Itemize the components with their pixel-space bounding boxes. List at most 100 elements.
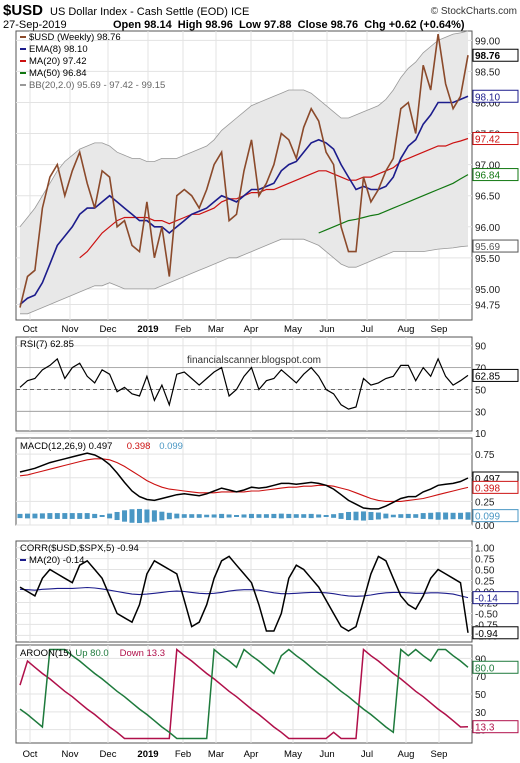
y-tick-label: 98.00: [475, 98, 500, 109]
macd-histogram-bar: [84, 513, 90, 519]
date-label: 27-Sep-2019: [3, 19, 67, 31]
x-axis-month-label: 2019: [137, 324, 158, 335]
y-tick-label: 97.00: [475, 161, 500, 172]
stockcharts-watermark: © StockCharts.com: [431, 6, 517, 17]
macd-histogram-bar: [129, 509, 135, 523]
macd-histogram-bar: [144, 509, 150, 523]
macd-histogram-bar: [360, 511, 366, 521]
corr-ma-line: [19, 586, 469, 599]
y-tick-label: 50: [475, 385, 487, 396]
aroon-down-line: [19, 647, 469, 740]
value-tag-box: [472, 132, 519, 146]
macd-histogram-bar: [47, 513, 53, 519]
value-tag-box: [472, 591, 519, 605]
x-axis-month-label: Aug: [398, 324, 415, 335]
y-tick-label: 0.50: [475, 566, 495, 577]
value-tag-box: [472, 368, 519, 382]
rsi-line: [19, 357, 469, 410]
x-axis-month-label: May: [284, 749, 302, 760]
y-tick-label: 95.00: [475, 285, 500, 296]
site-watermark: financialscanner.blogspot.com: [187, 355, 321, 366]
macd-histogram-bar: [443, 512, 449, 520]
macd-histogram-bar: [241, 514, 247, 518]
aroon-up-line: [19, 648, 469, 740]
y-tick-label: 0.25: [475, 497, 495, 508]
x-axis-month-label: Feb: [175, 749, 191, 760]
panel-0: 99.0098.5098.0097.5097.0096.5096.0095.50…: [15, 30, 519, 335]
price-line: [19, 33, 469, 308]
y-tick-label: 1.00: [475, 544, 495, 555]
y-tick-label: 0.75: [475, 555, 495, 566]
macd-histogram-bar: [338, 513, 344, 519]
bollinger-lower-line: [20, 238, 469, 315]
macd-histogram-bar: [398, 514, 404, 518]
macd-histogram-bar: [17, 513, 23, 519]
macd-histogram-bar: [465, 512, 471, 520]
macd-histogram-bar: [166, 512, 172, 520]
x-axis-month-label: Nov: [62, 324, 79, 335]
macd-histogram-bar: [316, 514, 322, 518]
legend-item: BB(20,2.0) 95.69 - 97.42 - 99.15: [29, 80, 165, 91]
macd-histogram-bar: [346, 511, 352, 521]
panel-3: 1.000.750.500.250.00-0.25-0.50-0.75-1.00…: [15, 540, 519, 643]
macd-histogram-bar: [189, 514, 195, 518]
macd-histogram-bar: [308, 513, 314, 519]
macd-histogram-bar: [286, 513, 292, 519]
legend-item: MA(20) 97.42: [29, 56, 87, 67]
y-tick-label: -0.75: [475, 620, 498, 631]
macd-signal-line: [19, 458, 469, 502]
macd-histogram-bar: [226, 514, 232, 518]
macd-histogram-bar: [39, 513, 45, 519]
panel-frame: [15, 437, 473, 526]
y-tick-label: 90: [475, 654, 487, 665]
macd-histogram-bar: [450, 512, 456, 520]
legend-item: MA(50) 96.84: [29, 68, 87, 79]
macd-histogram-bar: [428, 512, 434, 520]
legend-item: 0.099: [159, 441, 183, 452]
macd-histogram-bar: [458, 512, 464, 520]
value-tag: 97.42: [475, 135, 500, 146]
bollinger-upper-line: [19, 30, 469, 228]
x-axis-month-label: Sep: [431, 749, 448, 760]
value-tag-box: [472, 239, 519, 253]
macd-histogram-bar: [323, 515, 329, 517]
y-tick-label: 30: [475, 708, 487, 719]
ohlc-summary: Open 98.14 High 98.96 Low 97.88 Close 98…: [113, 19, 465, 31]
legend-item: $USD (Weekly) 98.76: [29, 32, 121, 43]
macd-histogram-bar: [420, 513, 426, 519]
macd-histogram-bar: [62, 513, 68, 519]
macd-histogram-bar: [24, 513, 30, 519]
macd-histogram-bar: [77, 513, 83, 519]
value-tag: 0.099: [475, 512, 500, 523]
macd-histogram-bar: [383, 513, 389, 519]
x-axis-month-label: Sep: [431, 324, 448, 335]
legend-item: 0.398: [127, 441, 151, 452]
value-tag-box: [472, 48, 519, 62]
x-axis-month-label: Jun: [319, 324, 334, 335]
y-tick-label: 50: [475, 690, 487, 701]
value-tag: 80.0: [475, 663, 495, 674]
y-tick-label: 0.75: [475, 450, 495, 461]
macd-histogram-bar: [368, 511, 374, 521]
macd-histogram-bar: [301, 514, 307, 518]
legend-item: Down 13.3: [120, 648, 165, 659]
macd-histogram-bar: [54, 513, 60, 519]
legend-item: Up 80.0: [75, 648, 108, 659]
x-axis-month-label: Mar: [208, 749, 224, 760]
macd-histogram-bar: [248, 513, 254, 519]
macd-histogram-bar: [136, 508, 142, 524]
macd-histogram-bar: [413, 514, 419, 518]
x-axis-month-label: Dec: [100, 324, 117, 335]
value-tag-box: [472, 720, 519, 734]
macd-histogram-bar: [211, 514, 217, 518]
value-tag: 13.3: [475, 723, 495, 734]
y-tick-label: 98.50: [475, 67, 500, 78]
y-tick-label: 94.75: [475, 300, 500, 311]
macd-histogram-bar: [107, 513, 113, 519]
value-tag-box: [472, 480, 519, 494]
value-tag: 0.398: [475, 483, 500, 494]
x-axis-month-label: 2019: [137, 749, 158, 760]
value-tag-box: [472, 509, 519, 523]
macd-histogram-bar: [353, 511, 359, 521]
